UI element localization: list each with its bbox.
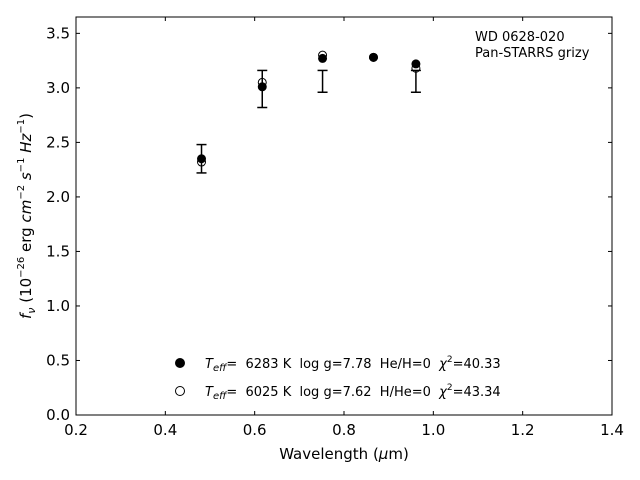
- plot-frame: [75, 16, 613, 416]
- plot-area: [75, 16, 613, 416]
- x-tick-label: 1.0: [421, 421, 445, 439]
- model-point-open: [257, 77, 267, 87]
- model-point-filled: [197, 154, 207, 164]
- x-tick-label: 1.4: [600, 421, 624, 439]
- x-tick-label: 1.2: [511, 421, 535, 439]
- x-tick-label: 0.6: [243, 421, 267, 439]
- legend-label-2: Teff= 6025 K log g=7.62 H/He=0 χ2=43.34: [205, 383, 501, 402]
- model-point-filled: [318, 53, 328, 63]
- y-axis: 0.0 0.5 1.0 1.5 2.0 2.5 3.0 3.5: [46, 24, 612, 424]
- x-tick-label: 0.8: [332, 421, 356, 439]
- y-axis-label: fν (10−26 erg cm−2 s−1 Hz−1): [16, 113, 38, 319]
- y-tick-label: 2.5: [46, 133, 70, 151]
- legend: Teff= 6283 K log g=7.78 He/H=0 χ2=40.33 …: [175, 355, 501, 402]
- x-axis: 0.2 0.4 0.6 0.8 1.0 1.2 1.4: [64, 17, 624, 439]
- y-tick-label: 2.0: [46, 188, 70, 206]
- annotation-line-1: WD 0628-020: [475, 30, 565, 45]
- model-markers: [197, 50, 421, 167]
- model-point-open: [197, 157, 207, 167]
- y-tick-label: 3.5: [46, 24, 70, 42]
- observed-errorbars: [196, 69, 421, 174]
- y-tick-label: 0.5: [46, 351, 70, 369]
- x-axis-label: Wavelength (μm): [279, 445, 409, 463]
- legend-marker-filled: [175, 358, 185, 368]
- annotation-line-2: Pan-STARRS grizy: [475, 46, 590, 61]
- y-tick-label: 0.0: [46, 406, 70, 424]
- model-point-open: [318, 50, 328, 60]
- y-tick-label: 1.0: [46, 297, 70, 315]
- legend-label-1: Teff= 6283 K log g=7.78 He/H=0 χ2=40.33: [205, 355, 501, 374]
- y-tick-label: 3.0: [46, 79, 70, 97]
- x-tick-label: 0.4: [153, 421, 177, 439]
- model-point-open: [368, 52, 378, 62]
- model-point-open: [411, 63, 421, 73]
- x-tick-label: 0.2: [64, 421, 88, 439]
- y-tick-label: 1.5: [46, 242, 70, 260]
- legend-marker-open: [175, 386, 185, 396]
